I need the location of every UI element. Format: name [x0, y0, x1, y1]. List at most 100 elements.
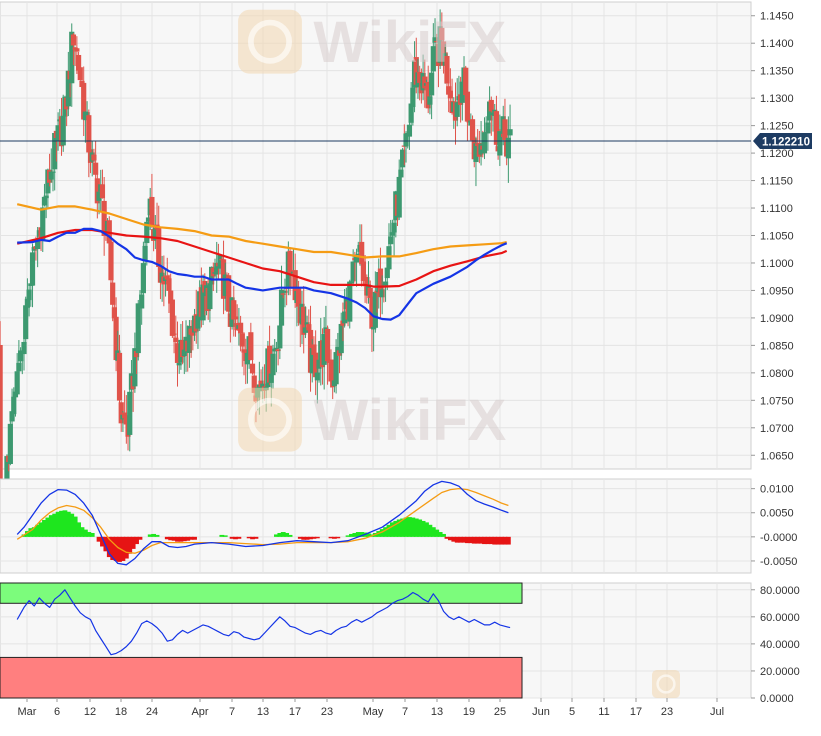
ytick-label: 1.1300 — [760, 93, 794, 105]
bear-candle — [190, 330, 196, 336]
bull-candle — [347, 281, 353, 322]
bull-candle — [454, 102, 460, 117]
macd-hist-down-bar — [171, 536, 177, 541]
bull-candle — [481, 132, 488, 154]
macd-hist-up-bar — [366, 533, 371, 537]
bull-candle — [181, 349, 187, 356]
macd-hist-down-bar — [444, 536, 450, 539]
ytick-label: 1.0850 — [760, 340, 794, 352]
ytick-label: 1.1250 — [760, 121, 794, 133]
bull-candle — [272, 348, 278, 352]
macd-hist-down-bar — [185, 536, 191, 541]
bull-candle — [355, 253, 361, 256]
bear-candle — [101, 200, 107, 236]
bear-candle — [156, 227, 162, 268]
bear-candle — [413, 57, 419, 85]
bull-candle — [4, 456, 10, 496]
bull-candle — [48, 171, 54, 180]
bull-candle — [41, 196, 48, 206]
macd-hist-down-bar — [502, 536, 508, 545]
bull-candle — [11, 396, 17, 415]
watermark-group: WikiFX WikiFX — [238, 9, 680, 698]
bear-candle — [70, 34, 77, 46]
bull-candle — [9, 411, 15, 422]
bear-candle — [164, 275, 170, 280]
xtick-label: 25 — [494, 706, 506, 718]
bull-candle — [396, 176, 402, 218]
bear-candle — [464, 91, 471, 122]
ytick-label: -0.0050 — [760, 556, 797, 568]
macd-hist-down-bar — [130, 536, 136, 549]
bear-candle — [367, 287, 373, 298]
ytick-label: 60.0000 — [760, 612, 800, 624]
bear-candle — [469, 119, 476, 141]
macd-hist-down-bar — [253, 536, 259, 539]
macd-hist-down-bar — [495, 536, 501, 545]
macd-hist-down-bar — [137, 536, 143, 540]
macd-hist-up-bar — [28, 528, 34, 537]
bull-candle — [222, 274, 228, 296]
bull-candle — [459, 81, 465, 103]
bear-candle — [287, 250, 293, 274]
bull-candle — [60, 115, 66, 146]
ma-orange-line — [16, 203, 507, 259]
bear-candle — [231, 300, 237, 320]
xtick-label: Jul — [710, 706, 724, 718]
macd-hist-down-bar — [478, 536, 484, 544]
macd-hist-up-bar — [86, 532, 92, 537]
macd-hist-down-bar — [451, 536, 457, 542]
macd-hist-up-bar — [59, 510, 64, 537]
bull-candle — [389, 232, 395, 236]
bear-candle — [123, 415, 129, 425]
macd-hist-down-bar — [100, 536, 105, 547]
macd-hist-down-bar — [96, 536, 102, 542]
macd-hist-down-bar — [447, 536, 453, 541]
macd-hist-down-bar — [229, 536, 235, 539]
bull-candle — [371, 326, 377, 330]
bear-candle — [210, 267, 216, 277]
macd-hist-down-bar — [471, 536, 477, 544]
bear-candle — [311, 344, 317, 355]
bull-candle — [410, 87, 416, 108]
bull-candle — [403, 133, 409, 147]
watermark-logo-ring — [247, 397, 293, 442]
macd-hist-down-bar — [461, 536, 467, 543]
macd-hist-up-bar — [154, 534, 160, 537]
macd-hist-down-bar — [505, 536, 511, 545]
macd-hist-down-bar — [103, 536, 109, 552]
bear-candle — [444, 55, 450, 84]
bull-candle — [29, 252, 36, 286]
ytick-label: 1.1350 — [760, 66, 794, 78]
ytick-label: 1.1050 — [760, 231, 794, 243]
bull-candle — [132, 348, 138, 387]
ytick-label: 0.0000 — [760, 693, 794, 705]
macd-hist-up-bar — [79, 527, 85, 537]
ytick-label: 1.1150 — [760, 176, 793, 188]
bull-candle — [7, 423, 13, 464]
xtick-label: May — [363, 706, 384, 718]
xtick-label: 13 — [431, 706, 443, 718]
bull-candle — [321, 334, 327, 365]
bull-candle — [135, 303, 141, 354]
macd-signal-line — [16, 487, 509, 554]
macd-hist-down-bar — [117, 536, 122, 562]
bull-candle — [145, 217, 152, 222]
bear-candle — [232, 316, 239, 320]
bull-candle — [268, 373, 274, 383]
xtick-label: 23 — [661, 706, 673, 718]
macd-hist-up-bar — [287, 534, 293, 537]
macd-line — [16, 480, 509, 566]
ytick-label: 1.0900 — [760, 313, 794, 325]
macd-hist-up-bar — [25, 531, 30, 537]
bear-candle — [275, 349, 281, 352]
macd-hist-up-bar — [396, 519, 402, 537]
bear-candle — [239, 333, 245, 347]
macd-hist-down-bar — [314, 536, 320, 539]
bull-candle — [144, 221, 150, 244]
watermark-text: WikiFX — [314, 10, 507, 75]
bull-candle — [176, 363, 182, 366]
bull-candle — [69, 31, 75, 84]
bull-candle — [139, 294, 145, 309]
macd-hist-up-bar — [389, 522, 395, 537]
